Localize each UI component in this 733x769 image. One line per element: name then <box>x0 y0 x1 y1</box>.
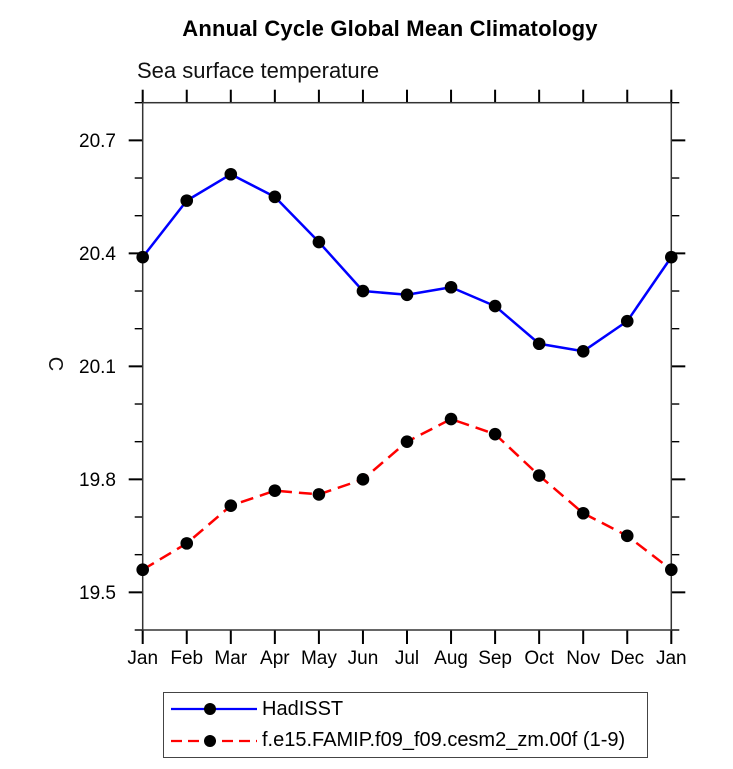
data-point-marker-0 <box>444 280 458 294</box>
legend-marker-icon <box>204 734 216 747</box>
data-point-marker-1 <box>268 484 282 497</box>
data-point-marker-1 <box>665 563 678 577</box>
y-tick-label: 20.1 <box>79 357 116 378</box>
data-point-marker-0 <box>268 190 282 204</box>
data-point-marker-1 <box>136 563 149 577</box>
x-tick-label: May <box>301 648 337 669</box>
x-tick-label: Feb <box>170 648 203 669</box>
series-line-0 <box>141 173 673 353</box>
data-point-marker-1 <box>532 469 546 482</box>
y-tick-label: 20.4 <box>79 244 116 265</box>
legend-label-hadisst: HadISST <box>262 697 344 720</box>
data-point-marker-1 <box>312 488 326 501</box>
data-point-marker-1 <box>224 499 238 513</box>
legend-box: HadISST f.e15.FAMIP.f09_f09.cesm2_zm.00f… <box>163 692 648 758</box>
plot-frame <box>141 101 673 631</box>
data-point-marker-0 <box>576 344 590 358</box>
data-point-marker-1 <box>444 412 458 426</box>
chart-title: Annual Cycle Global Mean Climatology <box>182 16 598 41</box>
x-tick-label: Apr <box>260 648 290 669</box>
x-tick-label: Mar <box>214 648 247 669</box>
x-tick-label: Jul <box>395 648 419 669</box>
data-point-marker-1 <box>400 435 414 448</box>
data-point-marker-0 <box>488 299 502 313</box>
legend-item-model: f.e15.FAMIP.f09_f09.cesm2_zm.00f (1-9) <box>168 726 647 756</box>
data-point-marker-0 <box>312 235 326 249</box>
data-point-marker-0 <box>665 250 678 264</box>
legend-line-sample-solid <box>171 703 257 716</box>
x-tick-label: Jan <box>656 648 687 669</box>
x-tick-label: Sep <box>478 648 512 669</box>
x-tick-label: Oct <box>524 648 554 669</box>
legend-item-hadisst: HadISST <box>168 694 647 724</box>
data-point-marker-0 <box>356 284 370 298</box>
y-tick-label: 19.5 <box>79 583 116 604</box>
y-tick-label: 20.7 <box>79 131 116 152</box>
legend-line-sample-dashed <box>171 734 257 747</box>
data-point-marker-0 <box>136 250 149 264</box>
data-point-marker-1 <box>488 427 502 441</box>
x-tick-label: Aug <box>434 648 468 669</box>
data-point-marker-1 <box>620 529 634 543</box>
data-point-marker-0 <box>620 314 634 328</box>
y-tick-label: 19.8 <box>79 470 116 491</box>
x-tick-label: Jun <box>348 648 379 669</box>
data-point-marker-1 <box>576 506 590 520</box>
data-point-marker-0 <box>224 167 238 181</box>
data-point-marker-0 <box>532 337 546 351</box>
chart-subtitle: Sea surface temperature <box>137 58 380 83</box>
data-point-marker-1 <box>180 537 194 550</box>
x-tick-label: Nov <box>566 648 600 669</box>
data-point-marker-0 <box>180 194 194 207</box>
data-point-marker-1 <box>356 473 370 486</box>
data-point-marker-0 <box>400 288 414 302</box>
x-tick-label: Jan <box>127 648 158 669</box>
legend-label-model: f.e15.FAMIP.f09_f09.cesm2_zm.00f (1-9) <box>262 729 626 752</box>
x-tick-label: Dec <box>610 648 644 669</box>
legend-marker-icon <box>204 703 216 716</box>
